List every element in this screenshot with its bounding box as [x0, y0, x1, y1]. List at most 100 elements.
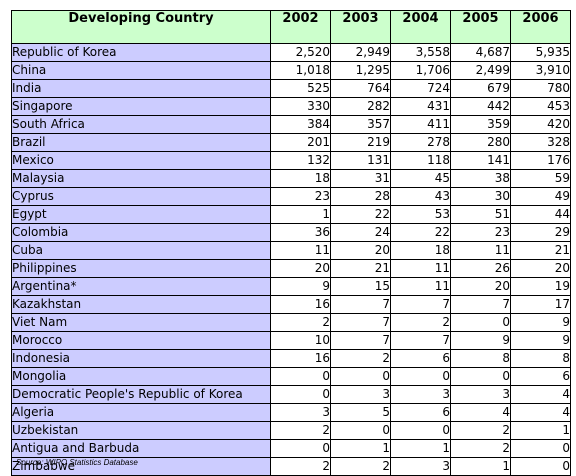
- table-row: Argentina* 9 15 11 20 19: [11, 277, 571, 296]
- value-cell: 0: [450, 313, 511, 332]
- value-cell: 2,520: [270, 43, 331, 62]
- value-cell: 30: [450, 187, 511, 206]
- value-cell: 36: [270, 223, 331, 242]
- country-cell: Cyprus: [11, 187, 271, 206]
- country-cell: Philippines: [11, 259, 271, 278]
- value-cell: 118: [390, 151, 451, 170]
- value-cell: 22: [330, 205, 391, 224]
- header-year: 2004: [390, 10, 451, 44]
- table-row: Malaysia 18 31 45 38 59: [11, 169, 571, 188]
- country-cell: Uzbekistan: [11, 421, 271, 440]
- country-cell: India: [11, 79, 271, 98]
- value-cell: 0: [330, 367, 391, 386]
- table-row: Egypt 1 22 53 51 44: [11, 205, 571, 224]
- value-cell: 44: [510, 205, 571, 224]
- value-cell: 0: [270, 367, 331, 386]
- source-note: Source: WIPO Statistics Database: [16, 458, 138, 467]
- value-cell: 1: [450, 457, 511, 476]
- value-cell: 45: [390, 169, 451, 188]
- value-cell: 51: [450, 205, 511, 224]
- header-country: Developing Country: [11, 10, 271, 44]
- header-year: 2002: [270, 10, 331, 44]
- value-cell: 724: [390, 79, 451, 98]
- value-cell: 219: [330, 133, 391, 152]
- value-cell: 0: [510, 439, 571, 458]
- value-cell: 132: [270, 151, 331, 170]
- value-cell: 6: [510, 367, 571, 386]
- table-row: Uzbekistan 2 0 0 2 1: [11, 421, 571, 440]
- table-row: China 1,018 1,295 1,706 2,499 3,910: [11, 61, 571, 80]
- table-row: Brazil 201 219 278 280 328: [11, 133, 571, 152]
- value-cell: 8: [450, 349, 511, 368]
- value-cell: 131: [330, 151, 391, 170]
- table-row: Philippines 20 21 11 26 20: [11, 259, 571, 278]
- value-cell: 176: [510, 151, 571, 170]
- value-cell: 20: [330, 241, 391, 260]
- data-table-container: Developing Country 2002 2003 2004 2005 2…: [11, 10, 571, 476]
- value-cell: 420: [510, 115, 571, 134]
- header-year: 2003: [330, 10, 391, 44]
- country-cell: Egypt: [11, 205, 271, 224]
- country-cell: Singapore: [11, 97, 271, 116]
- value-cell: 49: [510, 187, 571, 206]
- value-cell: 2: [330, 349, 391, 368]
- value-cell: 23: [270, 187, 331, 206]
- country-cell: Republic of Korea: [11, 43, 271, 62]
- value-cell: 1: [330, 439, 391, 458]
- table-row: Cuba 11 20 18 11 21: [11, 241, 571, 260]
- value-cell: 24: [330, 223, 391, 242]
- country-cell: Mongolia: [11, 367, 271, 386]
- value-cell: 15: [330, 277, 391, 296]
- value-cell: 20: [510, 259, 571, 278]
- value-cell: 5: [330, 403, 391, 422]
- value-cell: 6: [390, 349, 451, 368]
- value-cell: 0: [390, 421, 451, 440]
- table-row: Mongolia 0 0 0 0 6: [11, 367, 571, 386]
- table-row: India 525 764 724 679 780: [11, 79, 571, 98]
- value-cell: 525: [270, 79, 331, 98]
- value-cell: 7: [330, 295, 391, 314]
- country-cell: Kazakhstan: [11, 295, 271, 314]
- value-cell: 9: [270, 277, 331, 296]
- value-cell: 0: [330, 421, 391, 440]
- value-cell: 3: [450, 385, 511, 404]
- table-row: South Africa 384 357 411 359 420: [11, 115, 571, 134]
- value-cell: 6: [390, 403, 451, 422]
- value-cell: 4,687: [450, 43, 511, 62]
- value-cell: 280: [450, 133, 511, 152]
- value-cell: 7: [450, 295, 511, 314]
- value-cell: 9: [510, 331, 571, 350]
- value-cell: 4: [510, 385, 571, 404]
- value-cell: 411: [390, 115, 451, 134]
- value-cell: 1,295: [330, 61, 391, 80]
- value-cell: 11: [390, 259, 451, 278]
- value-cell: 17: [510, 295, 571, 314]
- value-cell: 8: [510, 349, 571, 368]
- value-cell: 1,018: [270, 61, 331, 80]
- country-cell: Brazil: [11, 133, 271, 152]
- table-row: Kazakhstan 16 7 7 7 17: [11, 295, 571, 314]
- value-cell: 22: [390, 223, 451, 242]
- value-cell: 780: [510, 79, 571, 98]
- value-cell: 23: [450, 223, 511, 242]
- value-cell: 29: [510, 223, 571, 242]
- value-cell: 9: [510, 313, 571, 332]
- value-cell: 16: [270, 349, 331, 368]
- value-cell: 1,706: [390, 61, 451, 80]
- value-cell: 0: [390, 367, 451, 386]
- table-header-row: Developing Country 2002 2003 2004 2005 2…: [11, 10, 571, 44]
- header-year: 2005: [450, 10, 511, 44]
- value-cell: 11: [390, 277, 451, 296]
- value-cell: 21: [510, 241, 571, 260]
- table-row: Colombia 36 24 22 23 29: [11, 223, 571, 242]
- value-cell: 3: [270, 403, 331, 422]
- value-cell: 282: [330, 97, 391, 116]
- value-cell: 278: [390, 133, 451, 152]
- country-cell: Algeria: [11, 403, 271, 422]
- value-cell: 4: [510, 403, 571, 422]
- value-cell: 9: [450, 331, 511, 350]
- value-cell: 2: [390, 313, 451, 332]
- value-cell: 20: [270, 259, 331, 278]
- value-cell: 3,558: [390, 43, 451, 62]
- value-cell: 7: [330, 313, 391, 332]
